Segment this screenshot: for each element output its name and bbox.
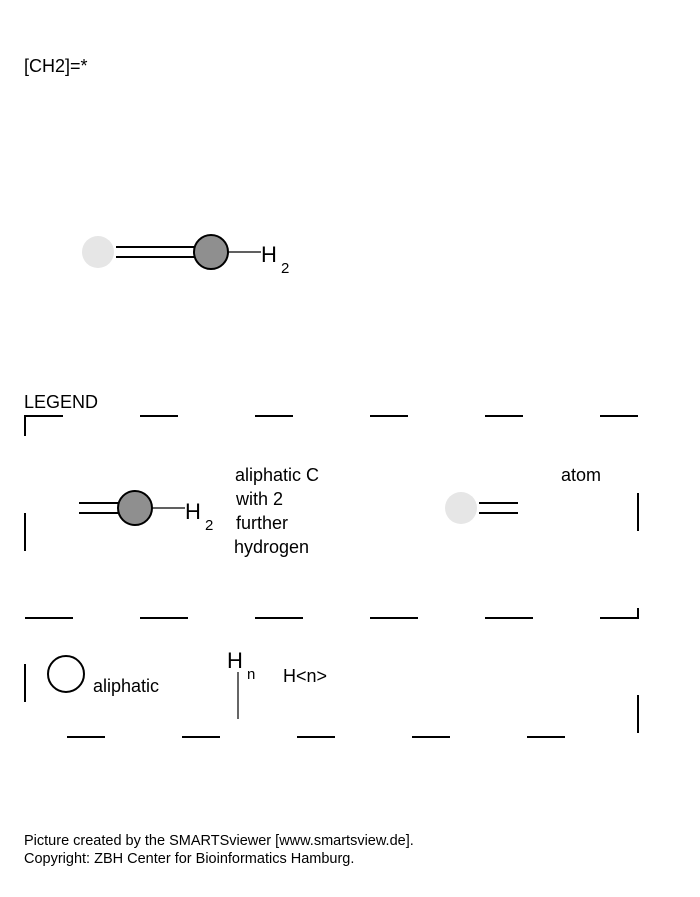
legend-frame [24, 415, 639, 738]
footer-credit: Picture created by the SMARTSviewer [www… [24, 833, 414, 849]
legend-box-bottom [24, 617, 639, 738]
legend-aliphatic-circle [47, 655, 85, 693]
legend-any-atom-label: atom [561, 465, 601, 485]
legend-any-atom [445, 492, 477, 524]
legend-desc-line-2: with 2 [235, 489, 283, 509]
legend-desc-line-4: hydrogen [234, 537, 309, 557]
legend-any-atom-symbol [445, 492, 518, 524]
legend-hn-description: H<n> [283, 666, 327, 686]
footer-copyright: Copyright: ZBH Center for Bioinformatics… [24, 851, 355, 867]
legend-aliphatic-label: aliphatic [93, 676, 159, 696]
legend-carbon-symbol: H 2 [79, 490, 213, 534]
legend-hn-symbol: H n [227, 648, 255, 719]
legend-hn-subscript: n [247, 666, 255, 683]
hydrogen-label: H [261, 242, 277, 267]
aliphatic-carbon-atom [193, 234, 229, 270]
legend-hn-label: H [227, 648, 243, 673]
molecule-depiction: H 2 [82, 234, 289, 277]
legend-desc-line-3: further [236, 513, 288, 533]
legend-carbon-atom [117, 490, 153, 526]
legend-box-top [24, 415, 639, 619]
smarts-string: [CH2]=* [24, 56, 88, 76]
hydrogen-count: 2 [281, 260, 289, 277]
legend-carbon-description: aliphatic C with 2 further hydrogen [234, 465, 319, 557]
legend-desc-line-1: aliphatic C [235, 465, 319, 485]
legend-hydrogen-count: 2 [205, 517, 213, 534]
legend-hydrogen-label: H [185, 499, 201, 524]
any-atom [82, 236, 114, 268]
legend-title: LEGEND [24, 392, 98, 412]
